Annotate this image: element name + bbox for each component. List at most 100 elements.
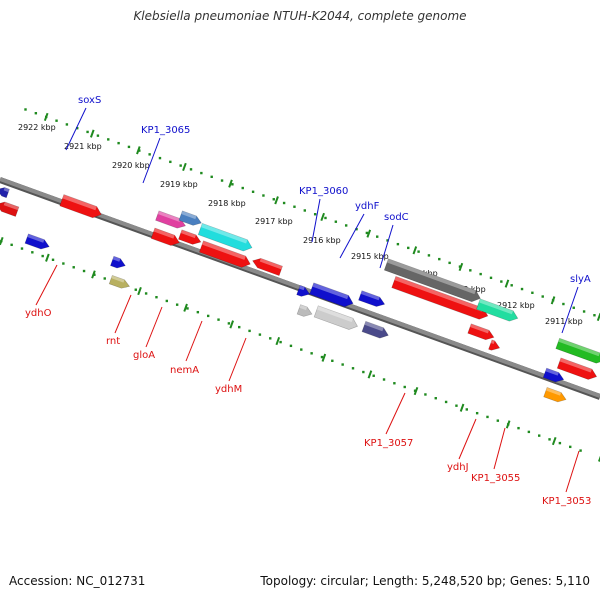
tick-dot xyxy=(86,130,89,134)
gene-highlight xyxy=(299,304,308,311)
gene-arrow xyxy=(197,223,253,252)
gene-feature xyxy=(358,290,386,307)
tick-dot xyxy=(334,220,338,223)
gene-arrow xyxy=(198,240,251,268)
gene-callout-line xyxy=(35,264,58,306)
tick-dot xyxy=(351,367,355,370)
tick-dot xyxy=(62,262,65,265)
tick-dot xyxy=(444,400,448,404)
gene-labels: soxS KP1_3065 KP1_3060 ydhF sodC slyA ydhO rnt g… xyxy=(25,95,591,507)
tick-dot xyxy=(51,258,55,261)
gene-arrow xyxy=(155,210,186,229)
gene-arrow xyxy=(391,275,489,320)
gene-label-kp1-3053: KP1_3053 xyxy=(542,496,591,507)
tick-dot xyxy=(293,205,296,208)
tick-dot xyxy=(424,393,427,396)
gene-feature xyxy=(555,337,600,364)
tick-mark xyxy=(367,370,373,379)
tick-dot xyxy=(344,224,348,227)
tick-mark xyxy=(320,212,325,222)
tick-label-2918-kbp: 2918 kbp xyxy=(208,199,246,208)
gene-callout-line xyxy=(311,198,321,243)
tick-dot xyxy=(558,441,562,445)
tick-dot xyxy=(251,190,255,193)
gene-arrow xyxy=(178,229,202,245)
gene-arrow xyxy=(358,290,386,307)
tick-dot xyxy=(10,243,13,247)
gene-feature xyxy=(198,240,251,268)
gene-feature xyxy=(150,227,180,246)
gene-feature xyxy=(309,282,354,308)
gene-highlight xyxy=(112,256,121,262)
gene-highlight xyxy=(559,357,592,373)
tick-dot xyxy=(231,183,234,186)
gene-highlight xyxy=(360,290,380,301)
gene-feature xyxy=(197,223,253,252)
tick-mark xyxy=(91,270,96,279)
tick-dot xyxy=(324,216,327,220)
genome-summary-text: Topology: circular; Length: 5,248,520 bp… xyxy=(260,574,590,588)
gene-arrow xyxy=(24,233,50,250)
gene-highlight xyxy=(478,298,514,315)
gene-highlight xyxy=(364,321,384,332)
gene-highlight xyxy=(181,210,197,220)
gene-highlight xyxy=(312,282,349,300)
tick-dot xyxy=(72,266,75,269)
gene-feature xyxy=(391,275,489,320)
gene-feature xyxy=(361,320,389,339)
tick-dot xyxy=(148,153,151,156)
gene-callout-line xyxy=(379,224,394,269)
tick-dot xyxy=(355,227,358,231)
gene-label-rnt: rnt xyxy=(106,336,120,347)
gene-feature xyxy=(155,210,186,229)
gene-callout-line xyxy=(561,286,579,334)
tick-label-2911-kbp: 2911 kbp xyxy=(545,317,583,326)
tick-dot xyxy=(262,194,265,197)
gene-label-ydhm: ydhM xyxy=(215,384,242,395)
tick-dot xyxy=(572,306,575,309)
tick-dot xyxy=(217,318,220,321)
gene-highlight xyxy=(545,387,562,396)
gene-feature xyxy=(467,323,495,341)
tick-dot xyxy=(386,239,389,242)
gene-label-sodc: sodC xyxy=(384,212,409,223)
gene-feature xyxy=(178,229,202,245)
tick-dot xyxy=(376,235,379,238)
tick-dot xyxy=(196,310,200,314)
tick-dot xyxy=(403,385,406,389)
tick-dot xyxy=(320,355,324,359)
tick-dot xyxy=(500,280,503,283)
gene-arrow xyxy=(313,305,358,330)
tick-dot xyxy=(434,397,437,400)
gene-highlight xyxy=(202,240,246,260)
gene-feature xyxy=(556,357,598,380)
tick-dot xyxy=(96,134,100,137)
tick-dot xyxy=(24,108,27,111)
tick-mark xyxy=(183,303,188,312)
gene-callout-line xyxy=(185,320,203,362)
gene-feature xyxy=(476,298,519,322)
gene-label-nema: nemA xyxy=(170,365,199,376)
tick-mark xyxy=(413,386,419,396)
tick-mark xyxy=(551,436,557,446)
tick-dot xyxy=(34,112,38,115)
tick-dot xyxy=(82,269,86,273)
tick-mark xyxy=(136,146,141,155)
gene-highlight xyxy=(490,339,495,345)
tick-mark xyxy=(458,262,464,272)
gene-arrow xyxy=(476,298,519,322)
map-title: Klebsiella pneumoniae NTUH-K2044, comple… xyxy=(133,9,467,23)
tick-dot xyxy=(548,438,551,441)
tick-mark xyxy=(550,296,556,305)
gene-highlight xyxy=(153,228,175,239)
tick-dot xyxy=(510,284,513,287)
gene-highlight xyxy=(316,305,354,323)
tick-dot xyxy=(175,303,179,306)
gene-highlight xyxy=(386,258,476,295)
gene-callout-line xyxy=(145,306,163,348)
tick-dot xyxy=(465,408,468,411)
tick-dot xyxy=(479,272,482,276)
tick-dot xyxy=(289,344,293,348)
tick-dot xyxy=(365,231,369,235)
